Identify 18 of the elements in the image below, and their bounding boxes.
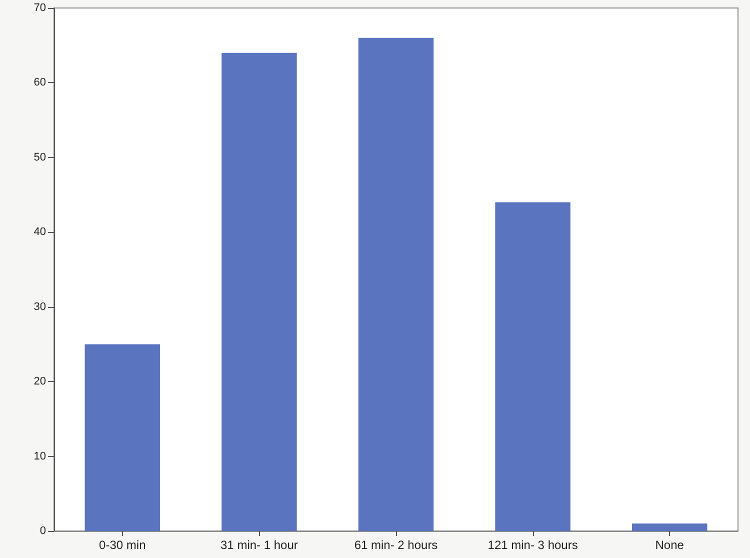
y-tick-label: 10 xyxy=(34,450,46,462)
x-tick-label: None xyxy=(655,538,684,552)
x-tick-label: 0-30 min xyxy=(99,538,146,552)
bar xyxy=(358,38,434,531)
bar xyxy=(222,52,297,531)
y-tick-label: 60 xyxy=(34,76,46,89)
y-tick-label: 50 xyxy=(34,151,46,164)
x-tick-label: 31 min- 1 hour xyxy=(220,538,298,552)
y-tick-label: 0 xyxy=(40,525,46,537)
bar xyxy=(495,202,570,531)
x-tick-label: 121 min- 3 hours xyxy=(488,538,578,552)
y-tick-label: 20 xyxy=(34,376,46,388)
x-tick-label: 61 min- 2 hours xyxy=(354,538,438,552)
y-tick-label: 40 xyxy=(34,226,46,238)
y-tick-label: 70 xyxy=(34,2,46,14)
bar xyxy=(84,344,160,531)
y-tick-label: 30 xyxy=(34,300,46,313)
bar xyxy=(632,524,708,531)
